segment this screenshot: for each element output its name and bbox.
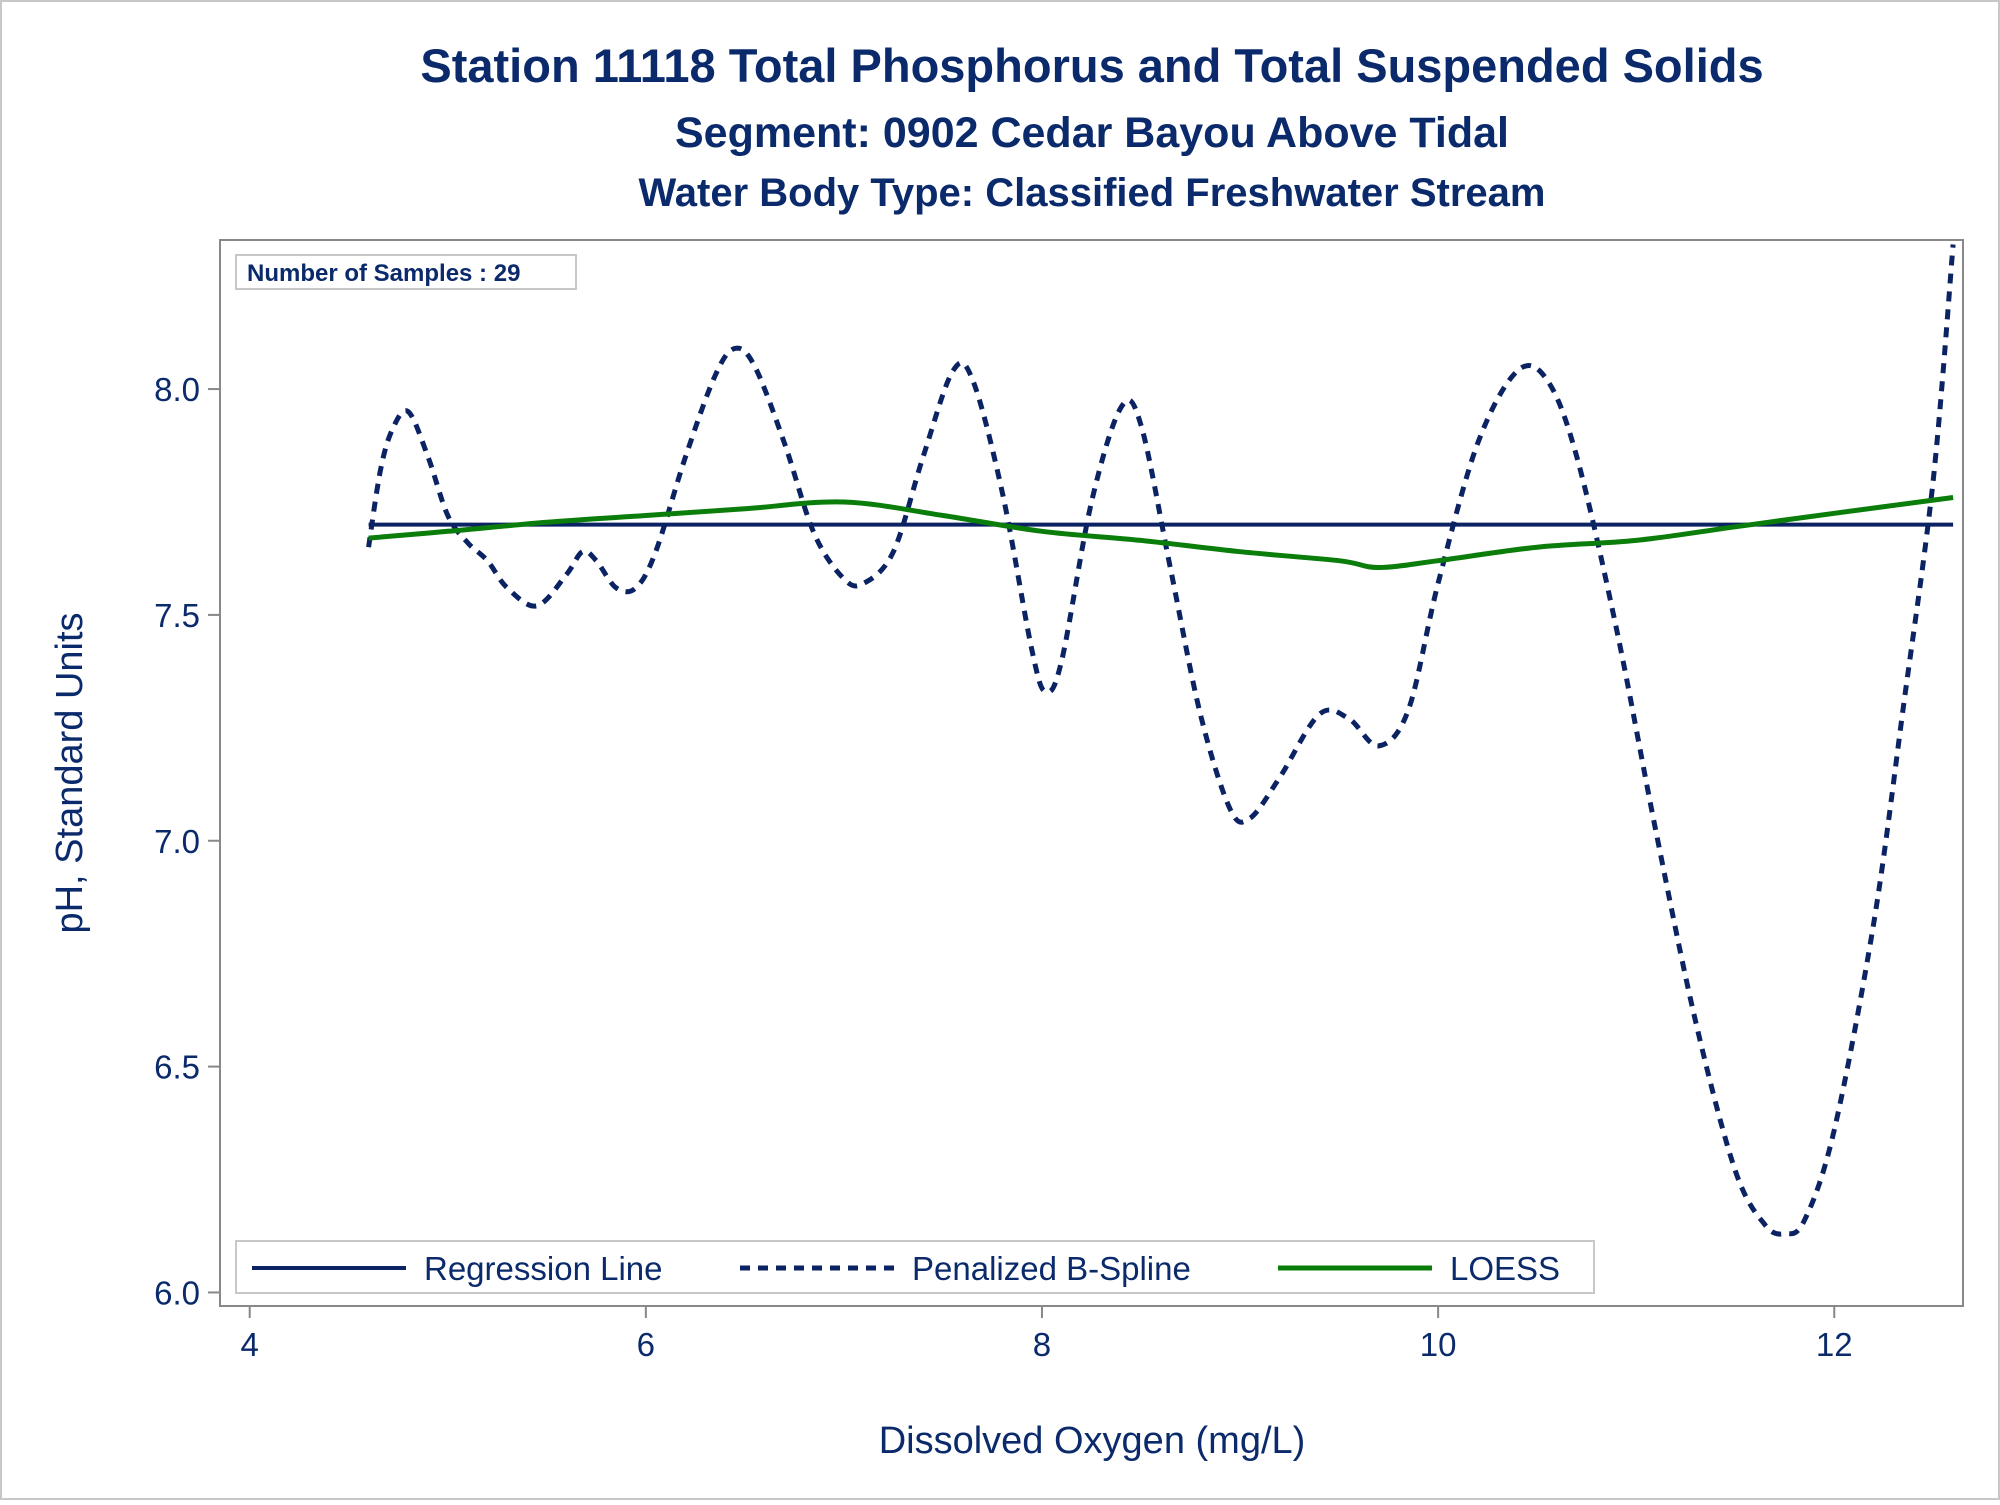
y-tick-label: 8.0 bbox=[154, 371, 200, 408]
x-tick-label: 8 bbox=[1033, 1326, 1051, 1363]
plot-area-frame bbox=[219, 239, 1964, 1307]
legend-label-loess: LOESS bbox=[1450, 1250, 1560, 1287]
y-tick-label: 6.5 bbox=[154, 1049, 200, 1086]
plot-lines bbox=[366, 244, 1956, 1237]
chart-subtitle: Segment: 0902 Cedar Bayou Above Tidal bbox=[675, 109, 1509, 157]
x-tick-label: 6 bbox=[637, 1326, 655, 1363]
legend-label-regression-line: Regression Line bbox=[424, 1250, 662, 1287]
x-axis-label: Dissolved Oxygen (mg/L) bbox=[879, 1420, 1306, 1462]
sample-count-text: Number of Samples : 29 bbox=[247, 260, 520, 287]
x-tick-label: 4 bbox=[241, 1326, 259, 1363]
y-tick-label: 7.0 bbox=[154, 823, 200, 860]
legend: Regression Line Penalized B-Spline LOESS bbox=[235, 1240, 1595, 1294]
chart-title: Station 11118 Total Phosphorus and Total… bbox=[420, 39, 1763, 92]
sample-count-box: Number of Samples : 29 bbox=[235, 254, 577, 290]
legend-label-penalized-b-spline: Penalized B-Spline bbox=[912, 1250, 1191, 1287]
axes: 4 6 8 10 12 6.0 6.5 7.0 7.5 8.0 bbox=[154, 371, 1852, 1363]
chart-subtitle-2: Water Body Type: Classified Freshwater S… bbox=[639, 171, 1546, 215]
y-tick-label: 6.0 bbox=[154, 1274, 200, 1311]
series-loess-line bbox=[368, 495, 1954, 570]
x-tick-label: 10 bbox=[1420, 1326, 1457, 1363]
y-axis-label: pH, Standard Units bbox=[49, 612, 91, 933]
y-tick-label: 7.5 bbox=[154, 597, 200, 634]
series-penalized-b-spline-line bbox=[366, 244, 1956, 1237]
x-tick-label: 12 bbox=[1816, 1326, 1853, 1363]
